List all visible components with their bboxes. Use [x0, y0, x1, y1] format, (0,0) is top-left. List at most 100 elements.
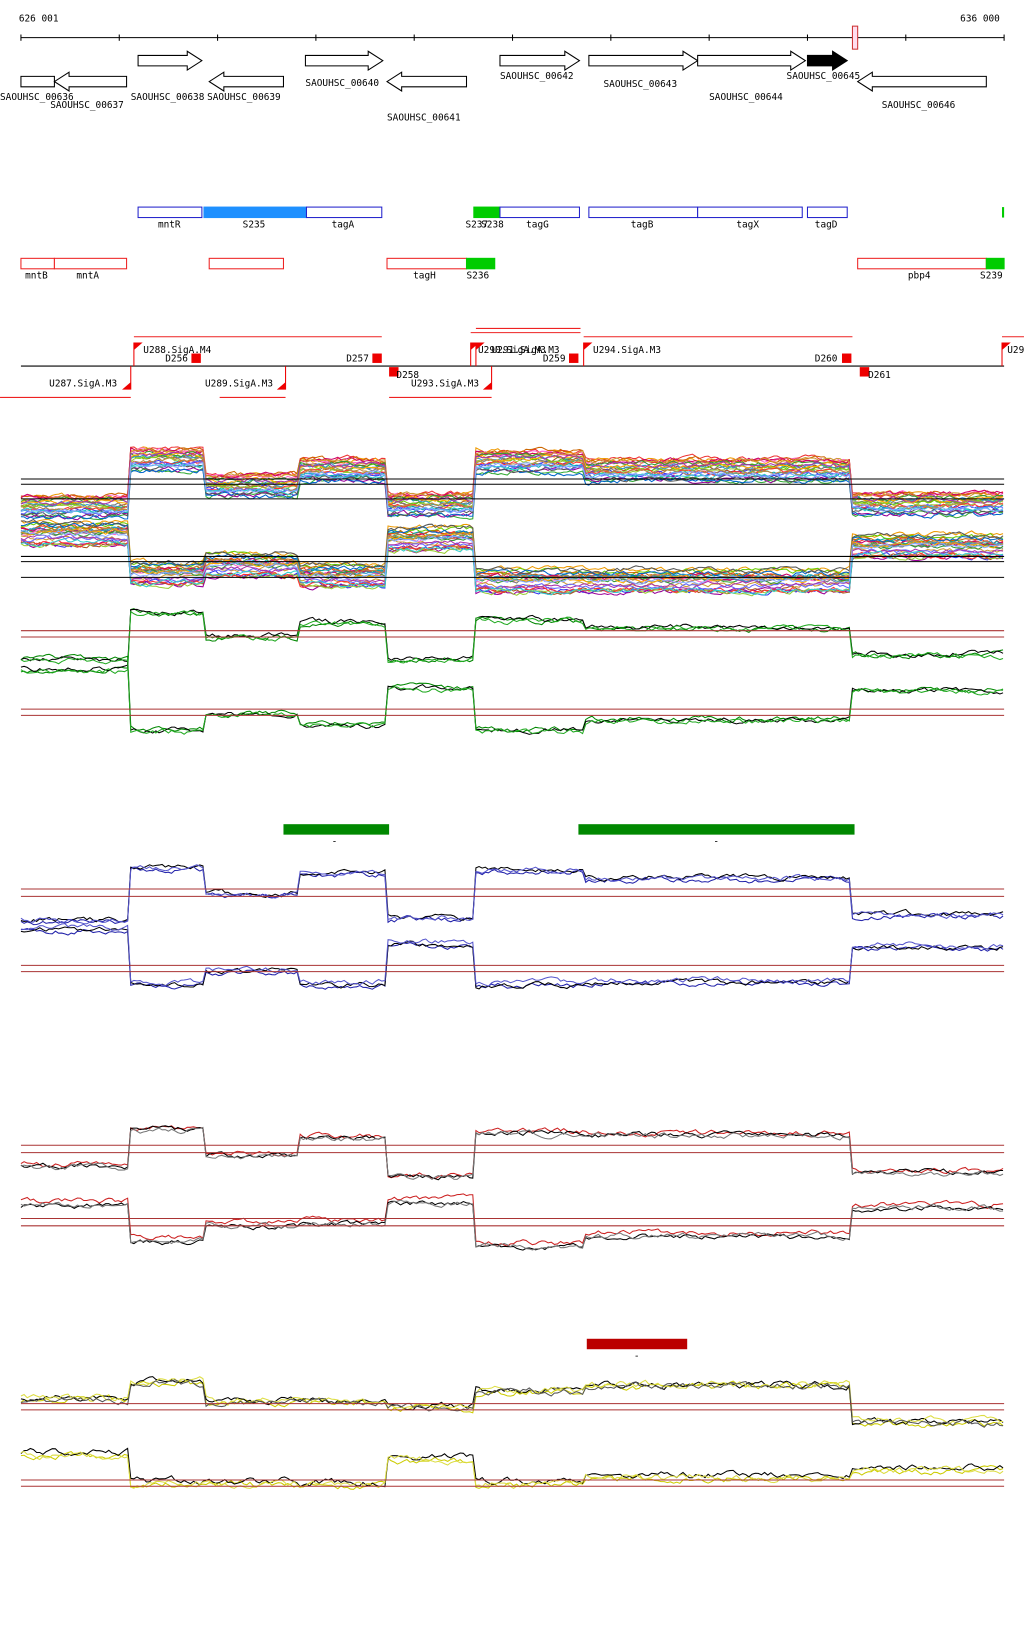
promoter-block — [389, 367, 399, 377]
cursor-marker — [851, 25, 859, 50]
feature-box — [1002, 207, 1005, 218]
gene-arrow — [806, 50, 849, 72]
promoter-label: U290.SigA.M3 — [478, 345, 546, 356]
promoter-block — [841, 353, 852, 363]
profile-line — [20, 451, 1004, 506]
feature-box — [305, 206, 383, 219]
promoter-flag — [470, 342, 480, 367]
feature-box — [386, 257, 468, 270]
feature-label: tagB — [631, 219, 654, 230]
profile-line — [20, 538, 1004, 596]
region-label: - — [713, 836, 719, 847]
profile-line — [20, 447, 1004, 503]
profile-line — [20, 656, 1004, 735]
feature-box — [697, 206, 803, 219]
feature-box — [203, 206, 307, 219]
profile-line — [20, 1199, 1004, 1251]
feature-box — [465, 257, 496, 270]
feature-box — [137, 206, 203, 219]
feature-label: tagG — [526, 219, 549, 230]
profile-line — [20, 1200, 1004, 1251]
profile-line — [20, 1125, 1004, 1180]
profile-line — [20, 456, 1004, 512]
profile-line — [20, 461, 1004, 515]
gene-label: SAOUHSC_00642 — [500, 71, 574, 82]
promoter-label: D258 — [396, 370, 419, 381]
feature-label: S236 — [467, 271, 490, 282]
gene-arrow — [20, 75, 55, 88]
feature-label: mntB — [25, 271, 48, 282]
promoter-label: U288.SigA.M4 — [143, 345, 211, 356]
profile-line — [20, 518, 1004, 575]
feature-label: tagX — [736, 219, 759, 230]
gene-arrow — [53, 71, 128, 92]
promoter-label: U293.SigA.M3 — [411, 378, 479, 389]
promoter-block — [569, 353, 579, 363]
profile-line — [20, 926, 1004, 990]
profile-line — [20, 1193, 1004, 1247]
profile-line — [20, 1379, 1004, 1428]
promoter-label: D257 — [346, 353, 369, 364]
region-label: - — [332, 836, 338, 847]
promoter-block — [859, 367, 870, 377]
promoter-label: D261 — [868, 370, 891, 381]
promoter-label: D260 — [815, 353, 838, 364]
gene-label: SAOUHSC_00641 — [387, 113, 461, 124]
region-label: - — [634, 1351, 640, 1362]
profile-line — [20, 928, 1004, 990]
profile-line — [20, 1376, 1004, 1424]
profile-line — [20, 864, 1004, 925]
profile-line — [20, 527, 1004, 583]
profile-line — [20, 610, 1004, 674]
profile-line — [20, 1379, 1004, 1428]
profile-line — [20, 653, 1004, 733]
gene-arrow — [386, 71, 468, 92]
feature-label: pbp4 — [908, 271, 931, 282]
profile-line — [20, 657, 1004, 735]
feature-label: tagD — [815, 219, 838, 230]
feature-label: S235 — [243, 219, 266, 230]
region-bar — [283, 824, 390, 835]
feature-box — [857, 257, 987, 270]
promoter-flag — [475, 342, 485, 367]
promoter-label: U287.SigA.M3 — [49, 378, 117, 389]
gene-label: SAOUHSC_00644 — [709, 92, 783, 103]
gene-label: SAOUHSC_00638 — [131, 92, 205, 103]
profile-line — [20, 923, 1004, 987]
profile-line — [20, 1126, 1004, 1181]
promoter-label: U291.SigA.M3 — [492, 345, 560, 356]
feature-box — [473, 206, 501, 219]
feature-box — [53, 257, 128, 270]
gene-arrow — [856, 71, 987, 92]
profile-line — [20, 1376, 1004, 1426]
profile-line — [20, 462, 1004, 515]
promoter-flag — [583, 342, 593, 367]
profile-line — [20, 529, 1004, 585]
profile-line — [20, 1450, 1004, 1489]
promoter-label: U29 — [1007, 345, 1024, 356]
promoter-label: U294.SigA.M3 — [593, 345, 661, 356]
gene-label: SAOUHSC_00640 — [305, 78, 379, 89]
gene-arrow — [697, 50, 807, 72]
region-bar — [578, 824, 855, 835]
feature-box — [588, 206, 699, 219]
feature-box — [20, 257, 55, 270]
feature-box — [499, 206, 580, 219]
promoter-label: D259 — [543, 353, 566, 364]
promoter-flag — [1001, 342, 1011, 367]
gene-label: SAOUHSC_00639 — [207, 92, 281, 103]
ruler-start: 626 001 — [19, 13, 59, 24]
gene-label: SAOUHSC_00636 — [0, 92, 74, 103]
profile-line — [20, 452, 1004, 506]
region-bar — [586, 1338, 688, 1350]
promoter-flag — [276, 366, 287, 390]
feature-label: S237 — [465, 219, 488, 230]
gene-arrow — [208, 71, 284, 92]
promoter-flag — [133, 342, 143, 367]
promoter-label: D256 — [165, 353, 188, 364]
feature-box — [985, 257, 1005, 270]
promoter-block — [191, 353, 201, 363]
gene-label: SAOUHSC_00645 — [787, 71, 861, 82]
feature-label: S238 — [481, 219, 504, 230]
